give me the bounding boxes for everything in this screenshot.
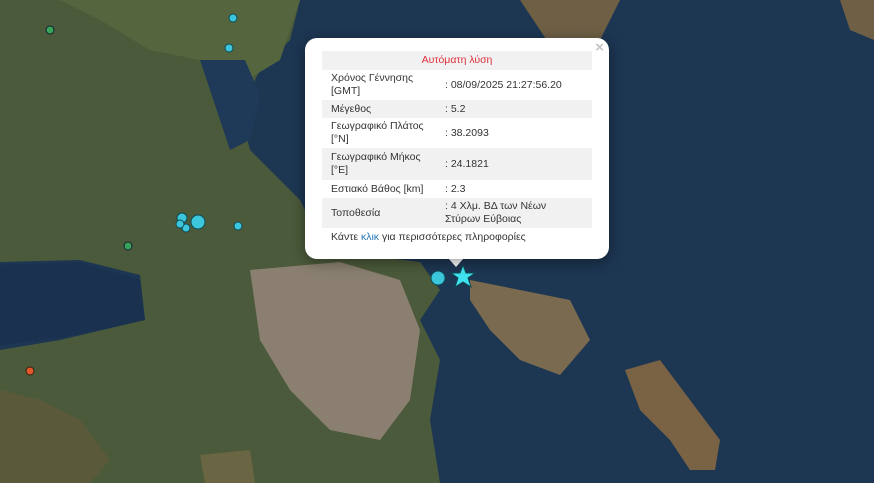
row-label: Εστιακό Βάθος [km] [331,182,424,195]
event-star-icon[interactable] [449,263,477,289]
gulf [0,262,145,345]
popup-tip [448,258,464,267]
land-euboea [470,280,590,375]
row-value: : 5.2 [436,100,592,118]
marker-recent[interactable] [224,43,234,53]
more-info-text: Κάντε κλικ για περισσότερες πληροφορίες [322,228,592,247]
more-prefix: Κάντε [331,231,361,243]
row-label: Γεωγραφικό Πλάτος [°N] [331,120,424,145]
row-value: : 24.1821 [436,148,592,180]
marker-recent[interactable] [233,221,243,231]
marker-alert[interactable] [25,366,35,376]
row-label: Χρόνος Γέννησης [GMT] [331,72,414,97]
earthquake-details-table: Αυτόματη λύση Χρόνος Γέννησης [GMT] : 08/… [322,51,592,247]
row-value: : 2.3 [445,182,466,195]
marker-recent[interactable] [430,270,446,286]
row-value: : 08/09/2025 21:27:56.20 [445,78,562,91]
row-value: : 4 Χλμ. ΒΔ των Νέων Στύρων Εύβοιας [436,198,592,228]
marker-recent[interactable] [190,214,206,230]
land-island [625,360,720,470]
marker-recent[interactable] [175,219,185,229]
row-label: Τοποθεσία [322,198,436,228]
marker-older[interactable] [123,241,133,251]
row-value: : 38.2093 [445,126,489,139]
marker-recent[interactable] [228,13,238,23]
marker-older[interactable] [45,25,55,35]
more-suffix: για περισσότερες πληροφορίες [379,231,526,243]
more-info-link[interactable]: κλικ [360,231,380,243]
row-label: Μέγεθος [322,100,436,118]
row-label: Γεωγραφικό Μήκος [°E] [322,148,436,180]
earthquake-popup: × Αυτόματη λύση Χρόνος Γέννησης [GMT] : 0… [305,38,609,259]
popup-title: Αυτόματη λύση [322,51,592,70]
earthquake-markers [25,13,477,376]
close-icon[interactable]: × [595,39,604,56]
